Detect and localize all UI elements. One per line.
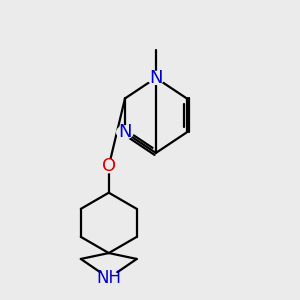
Ellipse shape [148, 71, 164, 84]
Ellipse shape [100, 160, 118, 173]
Ellipse shape [117, 126, 133, 139]
Text: N: N [149, 69, 163, 87]
Text: NH: NH [96, 269, 121, 287]
Text: O: O [102, 157, 116, 175]
Ellipse shape [98, 272, 120, 285]
Text: N: N [118, 123, 132, 141]
